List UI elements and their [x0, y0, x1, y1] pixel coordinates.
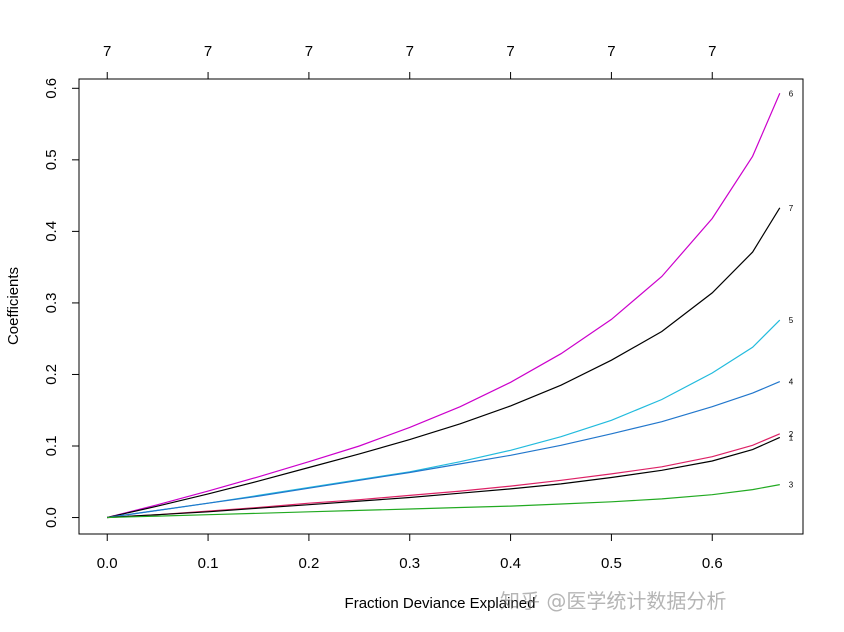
series-line-5: [107, 319, 781, 519]
x-axis-title: Fraction Deviance Explained: [345, 595, 536, 612]
x-axis: 0.0 0.1 0.2 0.3 0.4 0.5 0.6: [97, 533, 723, 572]
top-tick-label: 7: [204, 43, 212, 60]
top-tick-label: 7: [305, 43, 313, 60]
top-axis: 7 7 7 7 7 7 7: [103, 43, 716, 80]
series-end-label: 7: [789, 204, 794, 213]
top-tick-label: 7: [708, 43, 716, 60]
x-tick-label: 0.4: [500, 555, 521, 572]
series-end-label: 5: [789, 316, 794, 325]
watermark-text: 知乎 @医学统计数据分析: [500, 589, 727, 613]
y-tick-label: 0.3: [43, 292, 60, 313]
series-end-label: 3: [789, 481, 794, 490]
y-tick-label: 0.6: [43, 78, 60, 99]
series-line-2: [107, 433, 781, 519]
top-tick-label: 7: [406, 43, 414, 60]
x-tick-label: 0.2: [298, 555, 319, 572]
series-line-7: [107, 207, 781, 519]
x-tick-label: 0.0: [97, 555, 118, 572]
series-end-label: 1: [789, 433, 794, 442]
x-tick-label: 0.6: [702, 555, 723, 572]
top-tick-label: 7: [103, 43, 111, 60]
series-line-3: [107, 484, 780, 519]
y-tick-label: 0.4: [43, 221, 60, 242]
series-line-6: [107, 93, 781, 519]
series-line-4: [107, 381, 781, 519]
series-end-labels: 6 7 5 4 21 3: [789, 89, 794, 489]
x-tick-label: 0.3: [399, 555, 420, 572]
y-tick-label: 0.2: [43, 364, 60, 385]
y-tick-label: 0.1: [43, 436, 60, 457]
y-tick-label: 0.5: [43, 149, 60, 170]
top-tick-label: 7: [506, 43, 514, 60]
series-line-1: [107, 436, 781, 519]
x-tick-label: 0.5: [601, 555, 622, 572]
series-end-label: 2: [789, 430, 794, 439]
x-tick-label: 0.1: [198, 555, 219, 572]
series-end-label: 4: [789, 378, 794, 387]
y-tick-label: 0.0: [43, 507, 60, 528]
series-end-label: 6: [789, 89, 794, 98]
y-axis-title: Coefficients: [5, 267, 22, 345]
top-tick-label: 7: [607, 43, 615, 60]
y-axis: 0.0 0.1 0.2 0.3 0.4 0.5 0.6: [43, 78, 80, 528]
series-layer: [107, 93, 781, 519]
